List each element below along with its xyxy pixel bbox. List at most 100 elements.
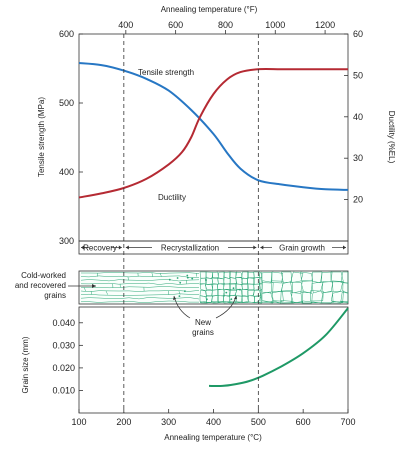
grain-cell	[271, 271, 284, 284]
grain-size-curve	[208, 307, 349, 388]
grain-cell	[270, 300, 282, 304]
grain-tick-label-0: 0.010	[52, 385, 75, 395]
pointer-head-1	[173, 296, 176, 300]
grain-cell	[340, 291, 349, 303]
grain-cell	[236, 283, 243, 291]
grain-size-axis-label: Grain size (mm)	[21, 336, 30, 393]
grain-cell	[311, 271, 323, 284]
grain-cell	[280, 290, 293, 304]
region-recovery-label: Recovery	[83, 244, 117, 253]
grain-cell	[340, 300, 349, 304]
ductility-tick-label-3: 50	[353, 70, 363, 80]
cold-worked-grain-boundary	[80, 297, 200, 300]
grain-cell	[261, 271, 273, 284]
grain-cell	[300, 271, 314, 282]
ductility-tick-label-4: 60	[353, 29, 363, 39]
tensile-strength-curve	[78, 62, 349, 191]
grain-cell	[241, 271, 249, 279]
region-band-content	[81, 245, 346, 250]
cold-worked-grain-edge	[83, 287, 86, 292]
grain-cell	[271, 290, 284, 302]
new-grain-dot	[205, 279, 208, 281]
new-grain-dot	[186, 276, 189, 279]
tensile-strength-label: Tensile strength	[138, 68, 194, 77]
region-arrowhead-0	[81, 245, 84, 250]
grain-cell	[229, 283, 236, 290]
grain-cell	[311, 281, 324, 294]
cold-worked-label-line2: and recovered	[15, 281, 66, 290]
grain-cell	[321, 281, 334, 294]
grain-cell	[261, 301, 274, 304]
cold-worked-grain-boundary	[81, 272, 200, 274]
cold-worked-grain-boundary	[80, 300, 199, 303]
region-arrowhead-4	[260, 245, 264, 250]
grain-cell	[247, 283, 255, 290]
grain-tick-label-3: 0.040	[52, 318, 75, 328]
bottom-tick-label-5: 600	[296, 417, 311, 427]
ductility-axis-ticks: 20 30 40 50 60	[344, 29, 363, 205]
grain-tick-label-1: 0.020	[52, 363, 75, 373]
bottom-axis-ticks: 100 200 300 400 500 600 700	[71, 409, 356, 427]
bottom-tick-label-3: 400	[206, 417, 221, 427]
grain-cell	[223, 295, 231, 303]
grain-cell	[241, 288, 249, 298]
cold-worked-grain-boundary	[80, 275, 200, 278]
new-grain-dot	[186, 274, 189, 277]
grain-cell	[253, 283, 260, 291]
upper-plot-frame	[78, 33, 349, 242]
region-arrowhead-1	[118, 245, 122, 250]
grain-tick-label-2: 0.030	[52, 340, 75, 350]
top-tick-label-2: 800	[218, 20, 233, 30]
grain-cell	[206, 295, 213, 303]
region-arrowhead-3	[253, 245, 257, 250]
top-tick-label-3: 1000	[265, 20, 285, 30]
tensile-axis-label: Tensile strength (MPa)	[37, 97, 46, 177]
lower-plot-frame	[78, 306, 349, 414]
microstructure-pointers	[68, 284, 237, 319]
new-grain-dot	[168, 278, 171, 281]
grain-cell	[292, 281, 304, 294]
new-grains-label-line2: grains	[192, 328, 214, 337]
bottom-tick-label-4: 500	[251, 417, 266, 427]
pointer-head-0	[92, 284, 96, 288]
tensile-tick-label-1: 400	[59, 167, 74, 177]
top-tick-label-1: 600	[168, 20, 183, 30]
bottom-tick-label-1: 200	[116, 417, 131, 427]
cold-worked-grain-boundary	[80, 293, 200, 296]
region-band	[78, 240, 349, 255]
upper-curves	[78, 62, 349, 199]
grain-cell	[342, 281, 349, 294]
bottom-axis-label: Annealing temperature (°C)	[164, 433, 262, 442]
new-grain-dot	[225, 291, 228, 294]
lower-curves	[208, 307, 349, 388]
region-dividers	[123, 34, 259, 413]
tensile-tick-label-0: 300	[59, 236, 74, 246]
top-tick-label-0: 400	[118, 20, 133, 30]
grain-cell	[261, 280, 274, 294]
top-axis-ticks: 400 600 800 1000 1200	[118, 20, 335, 34]
bottom-tick-label-2: 300	[161, 417, 176, 427]
ductility-tick-label-2: 40	[353, 112, 363, 122]
cold-worked-grain-boundary	[80, 279, 200, 282]
cold-worked-label-line3: grains	[44, 291, 66, 300]
grain-cell	[217, 301, 225, 304]
grain-cell	[280, 271, 292, 283]
grain-cell	[330, 271, 344, 283]
tensile-tick-label-3: 600	[59, 29, 74, 39]
cold-worked-grain-edge	[167, 290, 170, 295]
new-grain-dot	[239, 288, 241, 291]
region-arrowhead-5	[343, 245, 346, 250]
new-grain-dot	[176, 277, 179, 279]
grain-cell	[330, 301, 344, 304]
cold-worked-grain-boundary	[80, 290, 200, 292]
new-grain-dot	[191, 277, 194, 280]
grain-cell	[311, 301, 323, 304]
bottom-tick-label-0: 100	[71, 417, 86, 427]
microstructure-strip	[78, 270, 349, 305]
grain-size-axis-ticks: 0.010 0.020 0.030 0.040	[52, 318, 83, 395]
cold-worked-label-line1: Cold-worked	[21, 271, 66, 280]
grain-cell	[205, 301, 213, 304]
grain-cell	[300, 280, 313, 293]
cold-worked-grain-edge	[105, 290, 108, 295]
